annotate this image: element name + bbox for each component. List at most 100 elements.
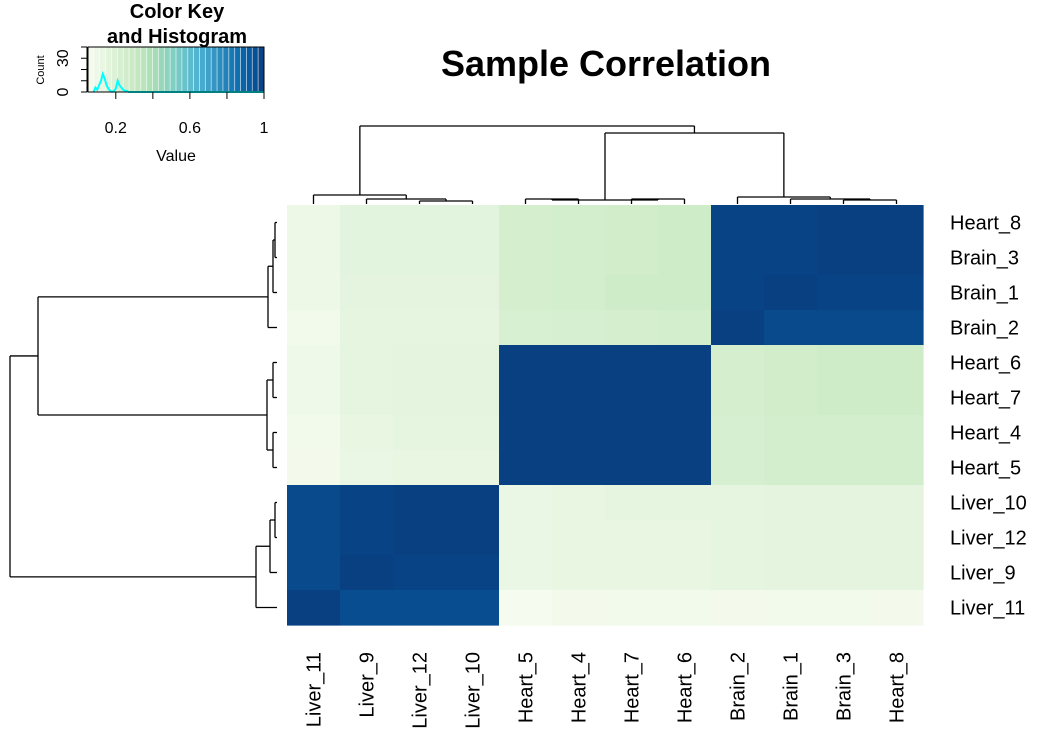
row-label: Heart_7 <box>950 388 1021 410</box>
heatmap-cell <box>287 240 341 276</box>
color-key-swatch <box>217 47 224 92</box>
heatmap-cell <box>499 275 553 311</box>
heatmap-cell <box>446 590 500 626</box>
heatmap-cells <box>287 205 924 626</box>
heatmap-cell <box>287 520 341 556</box>
heatmap-cell <box>870 555 924 591</box>
heatmap-cell <box>605 415 659 451</box>
row-label: Liver_10 <box>950 493 1027 515</box>
color-key-swatch <box>111 47 118 92</box>
heatmap-cell <box>605 310 659 346</box>
heatmap-cell <box>287 205 341 241</box>
heatmap-cell <box>817 485 871 521</box>
column-label: Heart_7 <box>622 652 644 723</box>
heatmap-cell <box>764 415 818 451</box>
row-dendrogram <box>9 221 277 609</box>
heatmap-cell <box>605 520 659 556</box>
heatmap-cell <box>711 555 765 591</box>
heatmap-cell <box>658 485 712 521</box>
color-key-frame <box>87 46 265 93</box>
heatmap-cell <box>605 380 659 416</box>
heatmap-cell <box>446 555 500 591</box>
heatmap-cell <box>446 310 500 346</box>
heatmap-cell <box>340 205 394 241</box>
heatmap-cell <box>764 310 818 346</box>
heatmap-cell <box>499 240 553 276</box>
heatmap-cell <box>499 450 553 486</box>
color-key-swatch <box>129 47 136 92</box>
heatmap-cell <box>605 555 659 591</box>
heatmap-cell <box>446 240 500 276</box>
heatmap-cell <box>605 275 659 311</box>
heatmap-cell <box>499 520 553 556</box>
heatmap-cell <box>287 590 341 626</box>
heatmap-cell <box>764 240 818 276</box>
heatmap-cell <box>870 240 924 276</box>
row-label: Brain_3 <box>950 248 1019 270</box>
heatmap-cell <box>287 275 341 311</box>
color-key-swatch <box>246 47 253 92</box>
heatmap-cell <box>658 380 712 416</box>
heatmap-cell <box>711 345 765 381</box>
heatmap-cell <box>340 485 394 521</box>
color-key-swatch <box>105 47 112 92</box>
heatmap-cell <box>499 310 553 346</box>
heatmap-cell <box>446 520 500 556</box>
heatmap-cell <box>658 450 712 486</box>
heatmap-cell <box>658 555 712 591</box>
heatmap-cell <box>817 310 871 346</box>
heatmap-cell <box>499 415 553 451</box>
heatmap-cell <box>393 345 447 381</box>
color-key-swatch <box>228 47 236 92</box>
heatmap-cell <box>764 380 818 416</box>
heatmap-cell <box>870 590 924 626</box>
heatmap-cell <box>393 590 447 626</box>
column-label: Brain_3 <box>834 652 856 721</box>
row-label: Liver_12 <box>950 528 1027 550</box>
heatmap-cell <box>605 240 659 276</box>
color-key-swatch <box>140 47 148 92</box>
heatmap-cell <box>711 590 765 626</box>
heatmap-cell <box>287 450 341 486</box>
heatmap-cell <box>499 380 553 416</box>
heatmap-cell <box>552 450 606 486</box>
heatmap-cell <box>499 485 553 521</box>
heatmap-cell <box>817 345 871 381</box>
color-key-swatch <box>240 47 247 92</box>
color-key-swatch <box>93 47 101 92</box>
heatmap-cell <box>340 555 394 591</box>
column-label: Liver_11 <box>304 652 326 727</box>
color-key-swatch <box>158 47 165 92</box>
row-label: Heart_5 <box>950 458 1021 480</box>
color-key-x-tick-label: 0.6 <box>179 120 201 137</box>
heatmap-cell <box>552 205 606 241</box>
heatmap-cell <box>658 415 712 451</box>
column-label: Liver_12 <box>410 652 432 729</box>
color-key-x-label: Value <box>156 148 196 165</box>
color-key-swatch <box>181 47 189 92</box>
heatmap-cell <box>393 275 447 311</box>
color-key-gradient <box>87 47 265 92</box>
heatmap-cell <box>605 205 659 241</box>
heatmap-cell <box>552 415 606 451</box>
heatmap-cell <box>340 450 394 486</box>
color-key-x-tick-label: 1 <box>260 120 269 137</box>
column-label: Liver_10 <box>463 652 485 729</box>
heatmap-cell <box>711 380 765 416</box>
heatmap-cell <box>287 485 341 521</box>
color-key-swatch <box>205 47 212 92</box>
heatmap-cell <box>711 205 765 241</box>
color-key-swatch <box>193 47 200 92</box>
color-key-histogram <box>92 70 264 94</box>
column-labels: Liver_11 Liver_9 Liver_12 Liver_10 Heart_5 He… <box>304 652 909 729</box>
heatmap-cell <box>340 345 394 381</box>
color-key-swatch <box>117 47 124 92</box>
heatmap-cell <box>817 205 871 241</box>
heatmap-cell <box>870 205 924 241</box>
heatmap-cell <box>817 450 871 486</box>
heatmap-cell <box>446 415 500 451</box>
heatmap-cell <box>446 345 500 381</box>
color-key-swatch <box>88 47 95 92</box>
column-label: Liver_9 <box>357 652 379 718</box>
